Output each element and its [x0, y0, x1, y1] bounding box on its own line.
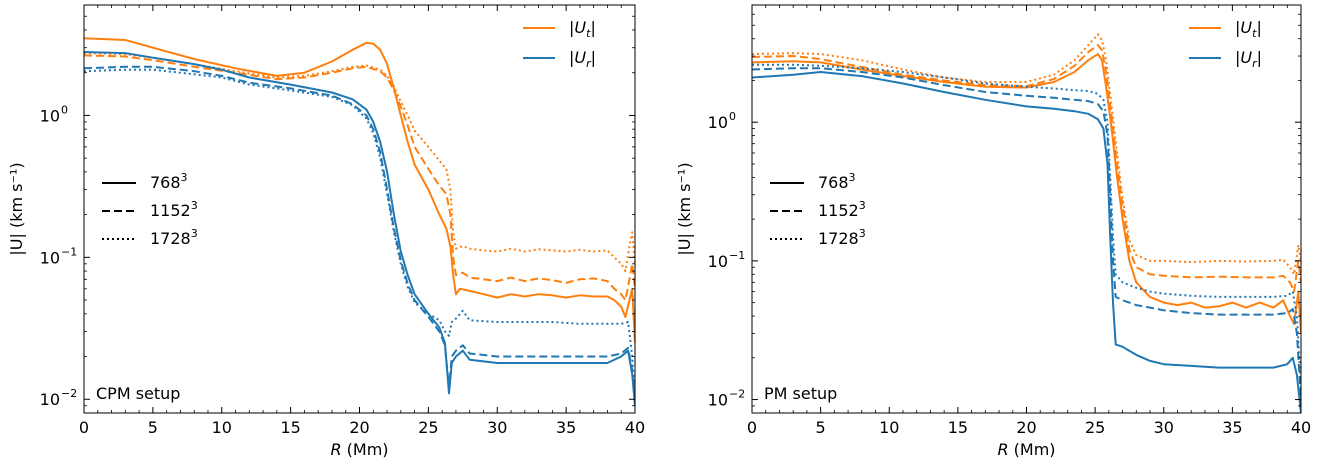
series-line-ur-dotted [84, 68, 635, 400]
y-tick-exponent: −1 [729, 249, 745, 262]
series-line-ut-dashed [84, 54, 635, 302]
x-tick-label: 30 [1154, 418, 1174, 437]
legend-label-ut: |Ut| [569, 18, 596, 40]
series-line-ut-dotted [84, 52, 635, 273]
y-tick-label: 10 [40, 248, 60, 267]
legend-style-label: 7683 [818, 171, 856, 192]
x-tick-label: 5 [816, 418, 826, 437]
panel-annotation: CPM setup [96, 384, 180, 403]
y-tick-label: 10 [708, 252, 728, 271]
series-line-ur-dotted [752, 63, 1301, 389]
y-axis-label: |U| (km s⁻¹) [7, 162, 26, 255]
y-tick-label: 10 [40, 106, 60, 125]
series-group [84, 37, 635, 406]
y-tick-label: 10 [40, 390, 60, 409]
legend-label-ur: |Ur| [1235, 48, 1262, 70]
panel-annotation: PM setup [764, 384, 837, 403]
legend-label-ur: |Ur| [569, 48, 596, 70]
x-tick-label: 40 [625, 418, 645, 437]
x-tick-label: 30 [487, 418, 507, 437]
x-tick-label: 15 [280, 418, 300, 437]
legend-style-label: 17283 [150, 227, 198, 248]
x-tick-label: 20 [1016, 418, 1036, 437]
y-tick-label: 10 [708, 113, 728, 132]
x-tick-label: 10 [879, 418, 899, 437]
x-tick-label: 20 [349, 418, 369, 437]
x-tick-label: 25 [418, 418, 438, 437]
series-line-ut-dashed [752, 44, 1301, 293]
x-tick-label: 40 [1291, 418, 1311, 437]
legend-label-ut: |Ut| [1235, 18, 1262, 40]
x-tick-label: 10 [212, 418, 232, 437]
y-tick-exponent: −1 [61, 245, 77, 258]
y-tick-label: 10 [708, 391, 728, 410]
x-tick-label: 35 [556, 418, 576, 437]
x-tick-label: 35 [1222, 418, 1242, 437]
series-line-ut-solid [84, 37, 635, 343]
x-tick-label: 0 [747, 418, 757, 437]
x-tick-label: 0 [79, 418, 89, 437]
series-line-ur-dashed [752, 67, 1301, 400]
series-line-ut-dotted [752, 33, 1301, 276]
legend-style-label: 17283 [818, 227, 866, 248]
x-tick-label: 15 [948, 418, 968, 437]
legend-style-label: 11523 [150, 199, 198, 220]
x-tick-label: 5 [148, 418, 158, 437]
y-tick-exponent: −2 [61, 387, 77, 400]
series-line-ur-solid [84, 51, 635, 406]
x-axis-label: R (Mm) [997, 440, 1055, 459]
legend-style-label: 7683 [150, 171, 188, 192]
legend-style-label: 11523 [818, 199, 866, 220]
series-group [752, 33, 1301, 413]
x-tick-label: 25 [1085, 418, 1105, 437]
x-axis-label: R (Mm) [330, 440, 388, 459]
series-line-ur-solid [752, 71, 1301, 413]
y-tick-exponent: −2 [729, 388, 745, 401]
y-axis-label: |U| (km s⁻¹) [675, 162, 694, 255]
y-tick-exponent: 0 [61, 103, 68, 116]
series-line-ut-solid [752, 53, 1301, 334]
y-tick-exponent: 0 [729, 110, 736, 123]
